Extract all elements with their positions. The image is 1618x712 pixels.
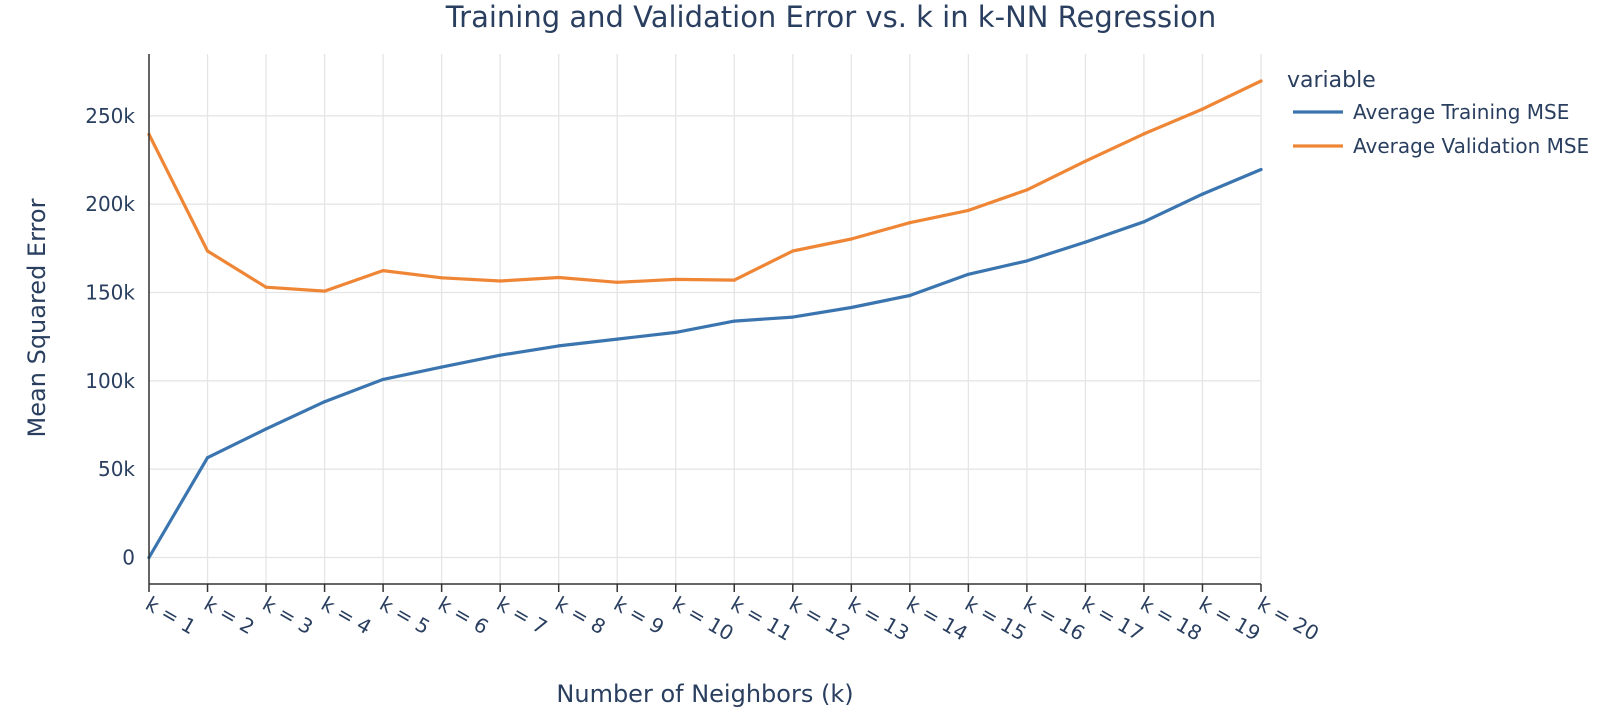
data-point xyxy=(849,237,853,241)
legend-items: Average Training MSE Average Validation M… xyxy=(1293,100,1589,158)
data-point xyxy=(1025,188,1029,192)
data-point xyxy=(381,268,385,273)
x-axis-title: Number of Neighbors (k) xyxy=(556,680,853,708)
x-tick-label: k = 8 xyxy=(551,592,610,640)
data-point xyxy=(1083,240,1088,244)
y-tick-label: 150k xyxy=(85,281,135,305)
axes xyxy=(148,54,1261,585)
data-point xyxy=(966,208,970,212)
data-point xyxy=(440,365,444,369)
y-tick-label: 100k xyxy=(85,369,135,393)
x-tick-label: k = 9 xyxy=(610,592,669,640)
data-point xyxy=(1025,259,1029,263)
y-tick-label: 200k xyxy=(85,192,135,216)
x-tick-label: k = 5 xyxy=(376,592,435,640)
grid-lines xyxy=(148,54,1262,584)
data-point xyxy=(674,330,678,335)
data-point xyxy=(264,427,268,431)
x-tick-label: k = 4 xyxy=(317,592,376,640)
x-tick-label: k = 12 xyxy=(785,592,855,646)
legend: variable Average Training MSE Average Val… xyxy=(1287,68,1589,158)
data-point xyxy=(1259,167,1263,172)
data-point xyxy=(908,221,912,225)
series-line-1 xyxy=(147,79,1263,293)
data-point xyxy=(440,276,444,280)
y-tick-labels: 0 50k 100k 150k 200k 250k xyxy=(85,104,135,570)
x-tick-label: k = 18 xyxy=(1136,592,1206,646)
y-tick-label: 50k xyxy=(98,457,135,481)
x-tick-label: k = 1 xyxy=(142,592,201,640)
y-tick-label: 250k xyxy=(85,104,135,128)
x-tick-label: k = 20 xyxy=(1254,592,1324,646)
data-point xyxy=(264,285,268,289)
x-tick-label: k = 3 xyxy=(259,592,318,640)
data-point xyxy=(791,249,795,253)
x-tick-label: k = 11 xyxy=(727,592,797,646)
data-point xyxy=(966,272,970,276)
data-point xyxy=(1200,192,1205,196)
x-tick-label: k = 13 xyxy=(844,592,914,646)
data-point xyxy=(381,377,385,382)
data-point xyxy=(205,249,210,253)
chart-title: Training and Validation Error vs. k in k… xyxy=(445,0,1217,34)
data-point xyxy=(1142,220,1146,224)
legend-title: variable xyxy=(1287,68,1376,93)
x-tick-label: k = 17 xyxy=(1078,592,1148,646)
data-point xyxy=(557,275,561,280)
data-point xyxy=(322,400,327,404)
series-line-0 xyxy=(147,167,1263,560)
data-point xyxy=(615,280,619,284)
data-point xyxy=(322,289,327,293)
data-point xyxy=(1200,107,1205,111)
data-point xyxy=(732,278,736,282)
data-point xyxy=(498,279,502,283)
y-axis-title: Mean Squared Error xyxy=(23,198,51,437)
data-point xyxy=(205,456,210,460)
data-point xyxy=(791,315,795,319)
x-tick-label: k = 15 xyxy=(961,592,1031,646)
data-point xyxy=(849,305,853,310)
x-tick-label: k = 7 xyxy=(493,592,552,640)
series-lines xyxy=(147,79,1263,560)
x-tick-label: k = 10 xyxy=(668,592,738,646)
x-tick-label: k = 19 xyxy=(1195,592,1265,646)
data-point xyxy=(615,337,619,341)
legend-label: Average Training MSE xyxy=(1353,100,1569,124)
x-tick-label: k = 16 xyxy=(1019,592,1089,646)
y-tick-label: 0 xyxy=(122,546,135,570)
legend-label: Average Validation MSE xyxy=(1353,134,1589,158)
data-point xyxy=(1259,79,1263,83)
data-point xyxy=(908,293,912,298)
data-point xyxy=(674,277,678,282)
data-point xyxy=(498,353,502,357)
x-tick-label: k = 2 xyxy=(200,592,259,640)
data-point xyxy=(1142,132,1146,136)
x-tick-label: k = 6 xyxy=(434,592,493,640)
x-tick-label: k = 14 xyxy=(902,592,972,646)
data-point xyxy=(732,319,736,323)
data-point xyxy=(557,344,561,348)
data-point xyxy=(1083,159,1088,163)
